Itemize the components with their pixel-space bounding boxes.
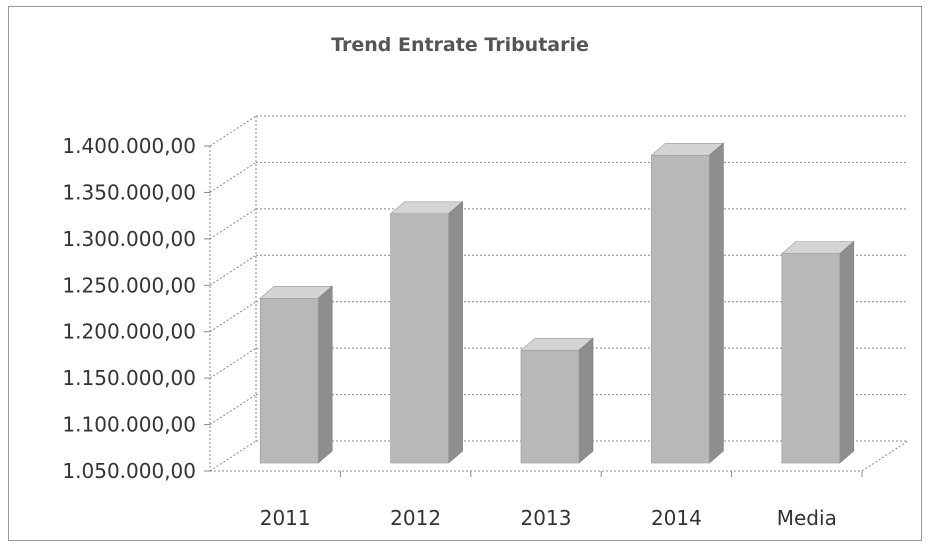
x-tick-label: 2011 bbox=[260, 506, 311, 530]
bar-side bbox=[709, 142, 724, 464]
x-tick-label: 2012 bbox=[390, 506, 441, 530]
bar-side bbox=[317, 285, 333, 464]
gridline-side bbox=[209, 301, 257, 333]
x-tick-label: 2014 bbox=[651, 506, 702, 530]
axis-layer bbox=[204, 116, 909, 477]
bar-side bbox=[578, 337, 594, 464]
chart-title: Trend Entrate Tributarie bbox=[331, 34, 589, 56]
bar-layer bbox=[259, 142, 855, 464]
bar-front bbox=[781, 253, 841, 464]
x-tick-label: 2013 bbox=[521, 506, 572, 530]
y-tick-label: 1.200.000,00 bbox=[62, 320, 196, 344]
y-tick-label: 1.100.000,00 bbox=[62, 413, 196, 437]
bar bbox=[389, 201, 464, 464]
gridline-side bbox=[209, 115, 257, 147]
bar-side bbox=[839, 241, 855, 464]
bar-front bbox=[259, 297, 319, 464]
floor-edge bbox=[861, 440, 909, 472]
chart-frame bbox=[8, 6, 922, 541]
bar-front bbox=[520, 349, 580, 464]
bar-front bbox=[390, 213, 449, 464]
bar-side bbox=[448, 201, 463, 464]
gridline-side bbox=[209, 162, 257, 193]
y-tick-label: 1.050.000,00 bbox=[62, 459, 196, 483]
gridline-side bbox=[209, 208, 257, 240]
y-tick-label: 1.300.000,00 bbox=[62, 227, 196, 251]
y-tick-label: 1.350.000,00 bbox=[62, 180, 196, 204]
bar-front bbox=[651, 154, 710, 464]
y-tick-label: 1.400.000,00 bbox=[62, 134, 196, 158]
gridline-side bbox=[209, 254, 257, 286]
gridline-side bbox=[209, 440, 257, 472]
y-tick-label: 1.150.000,00 bbox=[62, 366, 196, 390]
bar bbox=[259, 285, 334, 464]
bar bbox=[520, 337, 594, 464]
label-layer: 1.050.000,00 1.100.000,00 1.150.000,00 1.20… bbox=[62, 134, 836, 530]
gridline-side bbox=[209, 347, 257, 379]
x-tick-label: Media bbox=[777, 506, 837, 530]
y-tick-label: 1.250.000,00 bbox=[62, 273, 196, 297]
bar bbox=[650, 142, 725, 464]
bar bbox=[780, 241, 855, 464]
gridline-side bbox=[209, 394, 257, 425]
